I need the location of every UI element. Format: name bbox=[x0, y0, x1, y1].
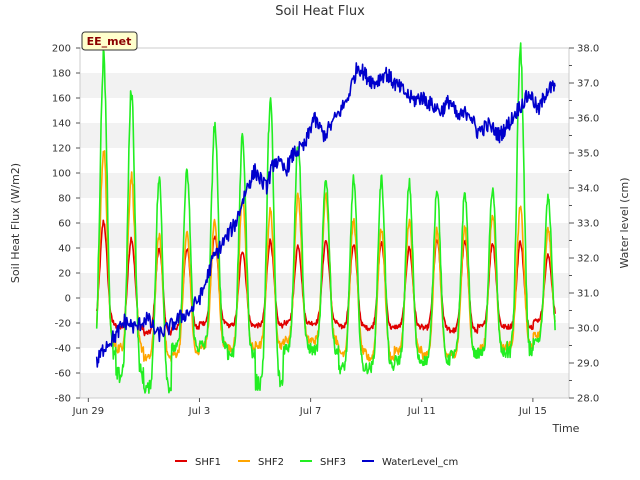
x-axis-title: Time bbox=[552, 422, 580, 435]
right-y-axis-title: Water level (cm) bbox=[618, 177, 631, 268]
legend-label: WaterLevel_cm bbox=[382, 457, 458, 468]
left-y-tick-label: 180 bbox=[52, 69, 71, 80]
left-y-tick-label: -20 bbox=[55, 319, 71, 330]
right-y-tick-label: 32.0 bbox=[577, 254, 599, 265]
series-line-waterlevel-cm bbox=[95, 62, 556, 368]
left-y-tick-label: 40 bbox=[58, 244, 71, 255]
legend: SHF1 SHF2 SHF3 WaterLevel_cm bbox=[175, 457, 458, 468]
x-tick-label: Jul 15 bbox=[518, 406, 547, 417]
x-tick-label: Jul 11 bbox=[407, 406, 436, 417]
chart-title: Soil Heat Flux bbox=[275, 4, 365, 19]
right-y-axis: 28.0 29.0 30.0 31.0 32.0 33.0 34.0 35.0 36.0 37.0… bbox=[569, 44, 599, 405]
left-y-axis: -80 -60 -40 -20 0 20 40 60 80 100 120 140 160 180 200 bbox=[52, 44, 80, 405]
left-y-tick-label: -60 bbox=[55, 369, 71, 380]
x-tick-label: Jul 7 bbox=[299, 406, 322, 417]
x-tick-label: Jul 3 bbox=[188, 406, 211, 417]
grid-band bbox=[80, 323, 569, 348]
badge-label: EE_met bbox=[87, 35, 132, 48]
legend-label: SHF2 bbox=[258, 457, 284, 468]
station-badge: EE_met bbox=[81, 31, 138, 51]
grid-band bbox=[80, 148, 569, 173]
right-y-tick-label: 28.0 bbox=[577, 394, 599, 405]
right-y-tick-label: 37.0 bbox=[577, 79, 599, 90]
series-lines bbox=[95, 42, 556, 394]
left-y-tick-label: -80 bbox=[55, 394, 71, 405]
left-y-tick-label: 140 bbox=[52, 119, 71, 130]
left-y-tick-label: 0 bbox=[65, 294, 71, 305]
badge-box bbox=[81, 31, 138, 51]
right-y-tick-label: 36.0 bbox=[577, 114, 599, 125]
legend-label: SHF1 bbox=[195, 457, 221, 468]
x-tick-label: Jun 29 bbox=[72, 406, 105, 417]
right-y-tick-label: 35.0 bbox=[577, 149, 599, 160]
left-y-tick-label: 200 bbox=[52, 44, 71, 55]
right-y-tick-label: 31.0 bbox=[577, 289, 599, 300]
grid-band bbox=[80, 98, 569, 123]
grid-band bbox=[80, 373, 569, 398]
right-y-tick-label: 29.0 bbox=[577, 359, 599, 370]
left-y-axis-title: Soil Heat Flux (W/m2) bbox=[9, 163, 22, 283]
left-y-tick-label: 80 bbox=[58, 194, 71, 205]
left-y-tick-label: 160 bbox=[52, 94, 71, 105]
grid-band bbox=[80, 348, 569, 373]
series-line-shf3 bbox=[95, 42, 556, 394]
right-y-tick-label: 38.0 bbox=[577, 44, 599, 55]
left-y-tick-label: 100 bbox=[52, 169, 71, 180]
left-y-tick-label: -40 bbox=[55, 344, 71, 355]
grid-band bbox=[80, 48, 569, 73]
left-y-tick-label: 20 bbox=[58, 269, 71, 280]
right-y-tick-label: 33.0 bbox=[577, 219, 599, 230]
legend-label: SHF3 bbox=[320, 457, 346, 468]
left-y-tick-label: 120 bbox=[52, 144, 71, 155]
grid-band bbox=[80, 73, 569, 98]
right-y-tick-label: 34.0 bbox=[577, 184, 599, 195]
left-y-tick-label: 60 bbox=[58, 219, 71, 230]
right-y-tick-label: 30.0 bbox=[577, 324, 599, 335]
x-axis: Jun 29 Jul 3 Jul 7 Jul 11 Jul 15 bbox=[72, 398, 547, 417]
